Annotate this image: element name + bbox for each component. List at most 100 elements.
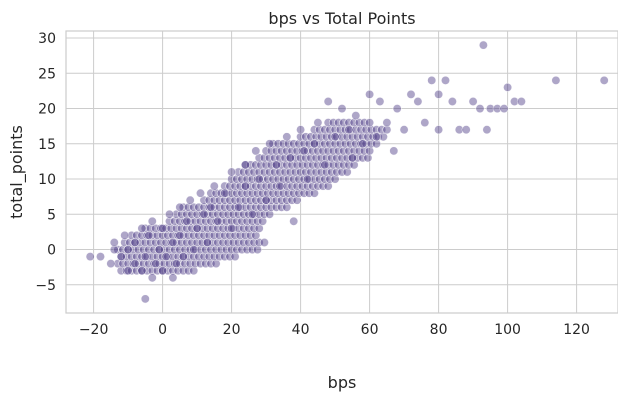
data-point xyxy=(109,238,119,248)
data-point xyxy=(440,75,450,85)
data-point xyxy=(123,266,133,276)
data-point xyxy=(147,273,157,283)
data-point xyxy=(253,245,263,255)
data-point xyxy=(199,202,209,212)
data-point xyxy=(206,202,216,212)
data-point xyxy=(225,181,235,191)
data-point xyxy=(311,132,321,142)
data-point xyxy=(265,167,275,177)
data-point xyxy=(366,125,376,135)
data-point xyxy=(334,118,344,128)
data-point xyxy=(135,238,145,248)
y-tick-label: 15 xyxy=(38,137,56,153)
data-point xyxy=(315,174,325,184)
data-point xyxy=(275,167,285,177)
data-point xyxy=(347,153,357,163)
data-point xyxy=(275,181,285,191)
data-point xyxy=(389,146,399,156)
data-point xyxy=(263,188,273,198)
data-point xyxy=(259,153,269,163)
data-point xyxy=(196,188,206,198)
data-point xyxy=(478,40,488,50)
data-point xyxy=(232,245,242,255)
data-point xyxy=(142,266,152,276)
y-axis-label: total_points xyxy=(7,125,27,219)
data-point xyxy=(377,125,387,135)
data-point xyxy=(197,238,207,248)
data-point xyxy=(349,118,359,128)
data-point xyxy=(328,118,338,128)
data-point xyxy=(256,202,266,212)
data-point xyxy=(204,195,214,205)
data-point xyxy=(171,259,181,269)
data-point xyxy=(358,139,368,149)
data-point xyxy=(218,238,228,248)
data-point xyxy=(277,202,287,212)
data-point xyxy=(154,245,164,255)
data-point xyxy=(109,245,119,255)
data-point xyxy=(259,238,269,248)
data-point xyxy=(170,216,180,226)
data-point xyxy=(130,259,140,269)
data-point xyxy=(365,146,375,156)
data-point xyxy=(352,132,362,142)
data-point xyxy=(327,167,337,177)
data-point xyxy=(378,132,388,142)
data-point xyxy=(503,82,513,92)
data-point xyxy=(85,252,95,262)
x-axis-label: bps xyxy=(328,373,357,392)
data-point xyxy=(175,202,185,212)
data-point xyxy=(242,188,252,198)
data-point xyxy=(313,118,323,128)
data-point xyxy=(268,139,278,149)
data-point xyxy=(485,104,495,114)
data-point xyxy=(240,160,250,170)
data-point xyxy=(382,125,392,135)
data-point xyxy=(399,125,409,135)
data-points xyxy=(85,40,609,304)
data-point xyxy=(296,132,306,142)
data-point xyxy=(516,97,526,107)
data-point xyxy=(339,118,349,128)
data-point xyxy=(234,202,244,212)
data-point xyxy=(454,125,464,135)
data-point xyxy=(202,238,212,248)
data-point xyxy=(447,97,457,107)
y-tick-label: −5 xyxy=(35,278,56,294)
data-point xyxy=(482,125,492,135)
x-tick-label: 0 xyxy=(158,322,167,338)
data-point xyxy=(249,223,259,233)
data-point xyxy=(309,139,319,149)
data-point xyxy=(151,259,161,269)
data-point xyxy=(123,245,133,255)
data-point xyxy=(323,118,333,128)
data-point xyxy=(232,174,242,184)
data-point xyxy=(259,167,269,177)
data-point xyxy=(158,223,168,233)
data-point xyxy=(420,118,430,128)
data-point xyxy=(163,266,173,276)
x-tick-label: 80 xyxy=(430,322,448,338)
data-point xyxy=(194,202,204,212)
data-point xyxy=(165,216,175,226)
data-point xyxy=(161,238,171,248)
data-point xyxy=(371,125,381,135)
data-point xyxy=(344,125,354,135)
data-point xyxy=(351,111,361,121)
data-point xyxy=(144,230,154,240)
data-point xyxy=(301,132,311,142)
data-point xyxy=(132,230,142,240)
data-point xyxy=(175,230,185,240)
data-point xyxy=(344,118,354,128)
data-point xyxy=(137,266,147,276)
data-point xyxy=(192,223,202,233)
data-point xyxy=(137,223,147,233)
data-point xyxy=(328,146,338,156)
data-point xyxy=(340,125,350,135)
data-point xyxy=(246,160,256,170)
data-point xyxy=(251,146,261,156)
data-point xyxy=(296,125,306,135)
plot-frame xyxy=(65,30,618,314)
